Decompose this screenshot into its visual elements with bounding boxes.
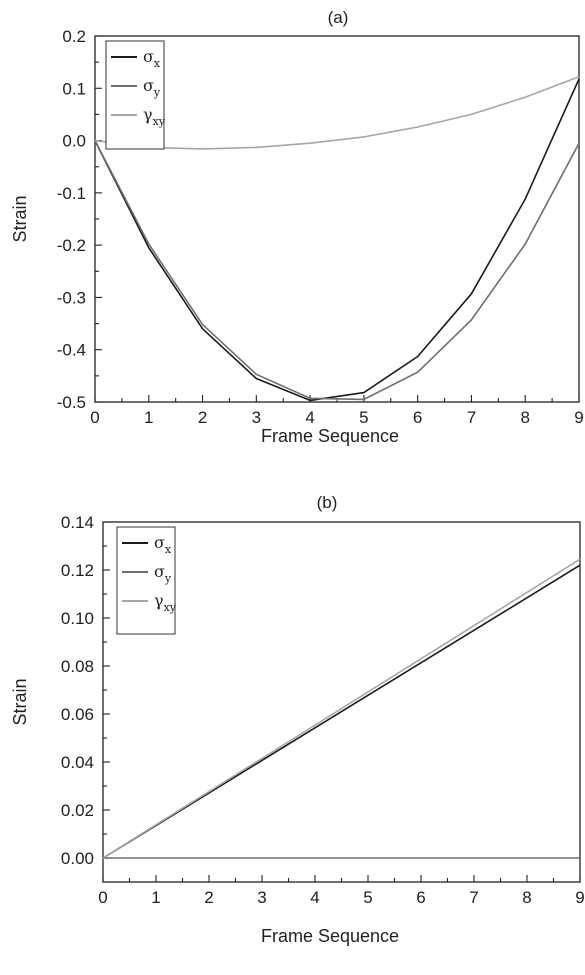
y-tick-label: -0.5 — [57, 393, 86, 412]
y-tick-label: 0.1 — [62, 79, 86, 98]
legend-label: σy — [143, 76, 161, 99]
legend-label: γxy — [154, 591, 177, 614]
x-tick-label: 9 — [575, 888, 584, 907]
x-tick-label: 7 — [467, 408, 476, 427]
chart-title: (a) — [328, 8, 349, 27]
x-tick-label: 6 — [416, 888, 425, 907]
axis-ticks: 0 1 2 3 4 5 6 7 8 9 0.00 0.02 0.04 0.06 0.08 0.10 0.12 0.… — [61, 513, 585, 907]
y-tick-label: 0.2 — [62, 27, 86, 46]
x-tick-label: 6 — [413, 408, 422, 427]
chart-title: (b) — [317, 493, 338, 512]
legend-label: γxy — [143, 105, 166, 128]
y-tick-label: -0.1 — [57, 184, 86, 203]
y-tick-label: 0.08 — [61, 657, 94, 676]
legend: σx σy γxy — [105, 40, 166, 150]
y-axis-label: Strain — [10, 678, 30, 725]
x-tick-label: 9 — [574, 408, 583, 427]
series-line-xy — [94, 76, 580, 150]
x-tick-label: 4 — [310, 888, 319, 907]
x-tick-label: 7 — [469, 888, 478, 907]
y-tick-label: 0.00 — [61, 849, 94, 868]
y-tick-label: 0.0 — [62, 132, 86, 151]
x-axis-label: Frame Sequence — [261, 426, 399, 446]
x-tick-label: 5 — [363, 888, 372, 907]
series-lines — [94, 76, 580, 402]
y-tick-label: 0.06 — [61, 705, 94, 724]
series-lines — [102, 558, 581, 859]
x-tick-label: 0 — [90, 408, 99, 427]
y-axis-label: Strain — [10, 195, 30, 242]
y-tick-label: -0.4 — [57, 341, 86, 360]
series-line-y — [94, 140, 580, 401]
x-axis-label: Frame Sequence — [261, 926, 399, 946]
chart-panel-b: (b) 0 1 2 3 4 5 6 7 8 9 0.00 0.02 0.04 0.06 0.08 0.10 0.… — [10, 493, 585, 946]
legend-label: σy — [154, 562, 172, 585]
axis-ticks: 0 1 2 3 4 5 6 7 8 9 -0.5 -0.4 -0.3 -0.2 -0.1 0.0 0.1 0.2 — [57, 27, 584, 427]
x-tick-label: 3 — [257, 888, 266, 907]
y-tick-label: 0.04 — [61, 753, 94, 772]
legend: σx σy γxy — [116, 526, 177, 635]
legend-box — [105, 40, 165, 150]
y-tick-label: 0.12 — [61, 561, 94, 580]
x-tick-label: 1 — [151, 888, 160, 907]
y-tick-label: 0.10 — [61, 609, 94, 628]
y-tick-label: -0.3 — [57, 288, 86, 307]
series-line-x — [94, 78, 580, 402]
x-tick-label: 4 — [305, 408, 314, 427]
x-tick-label: 2 — [198, 408, 207, 427]
x-tick-label: 5 — [359, 408, 368, 427]
x-tick-label: 3 — [252, 408, 261, 427]
x-tick-label: 0 — [98, 888, 107, 907]
y-tick-label: -0.2 — [57, 236, 86, 255]
series-line-xy — [102, 558, 581, 859]
y-tick-label: 0.02 — [61, 801, 94, 820]
y-tick-label: 0.14 — [61, 513, 94, 532]
legend-label: σx — [143, 47, 161, 70]
plot-frame — [94, 35, 580, 403]
chart-panel-a: (a) 0 1 2 3 4 5 6 7 8 9 -0.5 -0.4 -0.3 -0.2 -0.1 0.0 0.1… — [10, 8, 584, 446]
x-tick-label: 1 — [144, 408, 153, 427]
x-tick-label: 2 — [204, 888, 213, 907]
legend-box — [116, 526, 176, 635]
x-tick-label: 8 — [522, 888, 531, 907]
legend-label: σx — [154, 533, 172, 556]
series-line-x — [102, 564, 581, 859]
x-tick-label: 8 — [520, 408, 529, 427]
